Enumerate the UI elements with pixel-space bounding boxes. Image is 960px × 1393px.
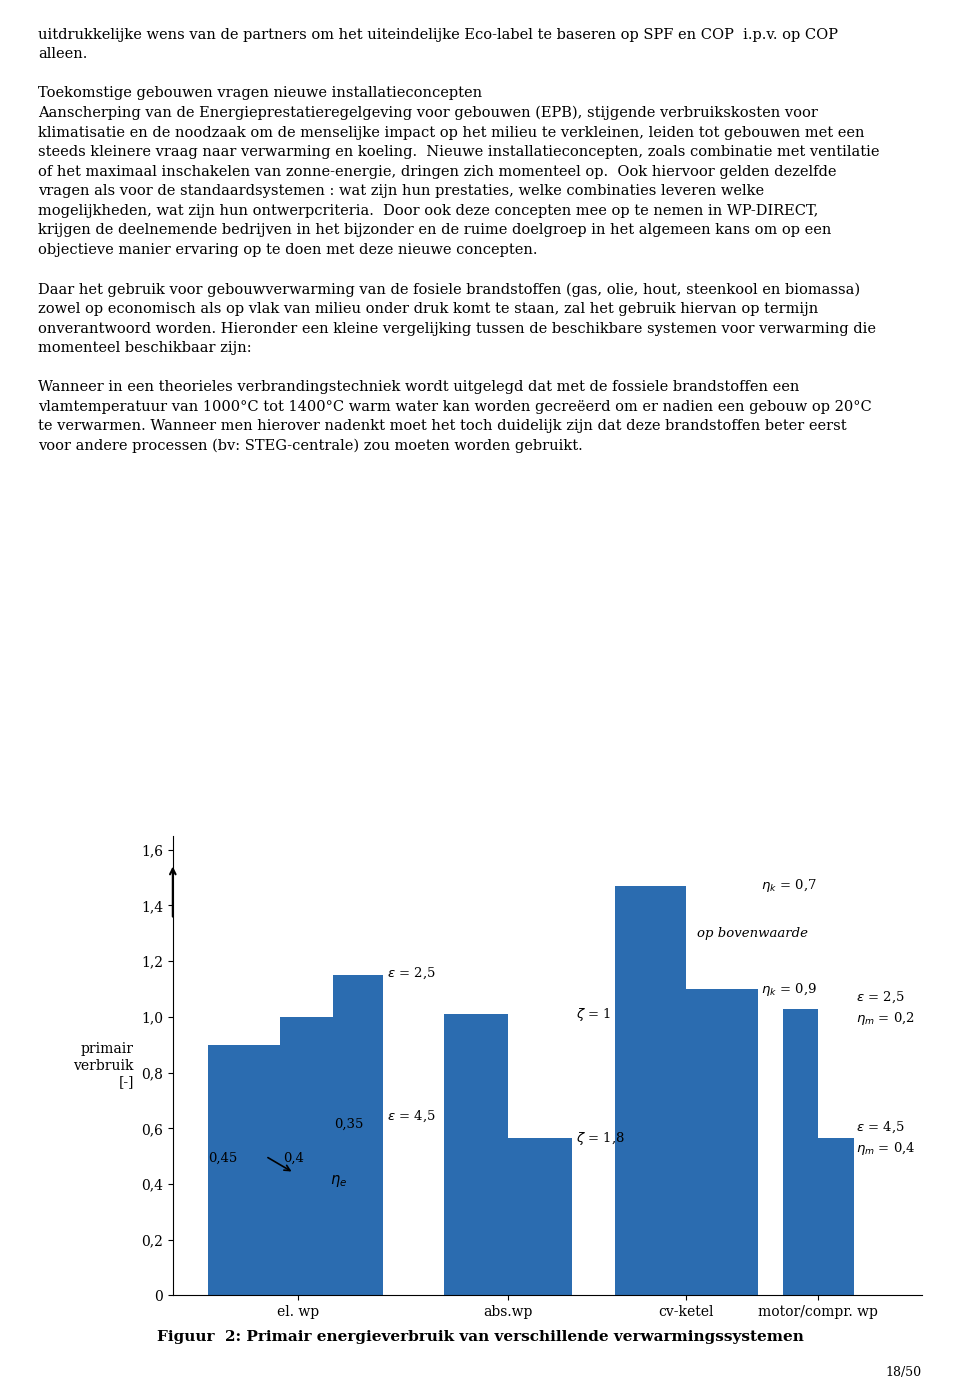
Bar [818, 1138, 853, 1295]
Text: $\zeta$ = 1,8: $\zeta$ = 1,8 [576, 1130, 625, 1146]
Text: $\eta_k$ = 0,9: $\eta_k$ = 0,9 [761, 981, 817, 997]
Text: op bovenwaarde: op bovenwaarde [697, 926, 808, 940]
Text: $\varepsilon$ = 4,5: $\varepsilon$ = 4,5 [387, 1107, 436, 1124]
Bar [279, 1017, 333, 1295]
Text: $\varepsilon$ = 4,5
$\eta_m$ = 0,4: $\varepsilon$ = 4,5 $\eta_m$ = 0,4 [856, 1120, 916, 1156]
Bar [686, 989, 757, 1295]
Bar [333, 975, 383, 1295]
Text: $\zeta$ = 1: $\zeta$ = 1 [576, 1006, 611, 1022]
Bar [208, 1045, 279, 1295]
Text: 0,45: 0,45 [208, 1152, 238, 1165]
Text: $\eta_e$: $\eta_e$ [329, 1173, 347, 1190]
Text: 18/50: 18/50 [885, 1367, 922, 1379]
Text: $\eta_k$ = 0,7: $\eta_k$ = 0,7 [761, 878, 817, 894]
Y-axis label: primair
verbruik
[-]: primair verbruik [-] [74, 1042, 134, 1089]
Bar [615, 886, 686, 1295]
Text: 0,4: 0,4 [283, 1152, 304, 1165]
Text: $\varepsilon$ = 2,5
$\eta_m$ = 0,2: $\varepsilon$ = 2,5 $\eta_m$ = 0,2 [856, 990, 915, 1027]
Bar [444, 1014, 508, 1295]
Text: uitdrukkelijke wens van de partners om het uiteindelijke Eco-label te baseren op: uitdrukkelijke wens van de partners om h… [38, 28, 880, 453]
Text: $\varepsilon$ = 2,5: $\varepsilon$ = 2,5 [387, 965, 436, 982]
Bar [782, 1009, 818, 1295]
Bar [508, 1138, 572, 1295]
Text: Figuur  2: Primair energieverbruik van verschillende verwarmingssystemen: Figuur 2: Primair energieverbruik van ve… [156, 1330, 804, 1344]
Text: 0,35: 0,35 [334, 1119, 363, 1131]
